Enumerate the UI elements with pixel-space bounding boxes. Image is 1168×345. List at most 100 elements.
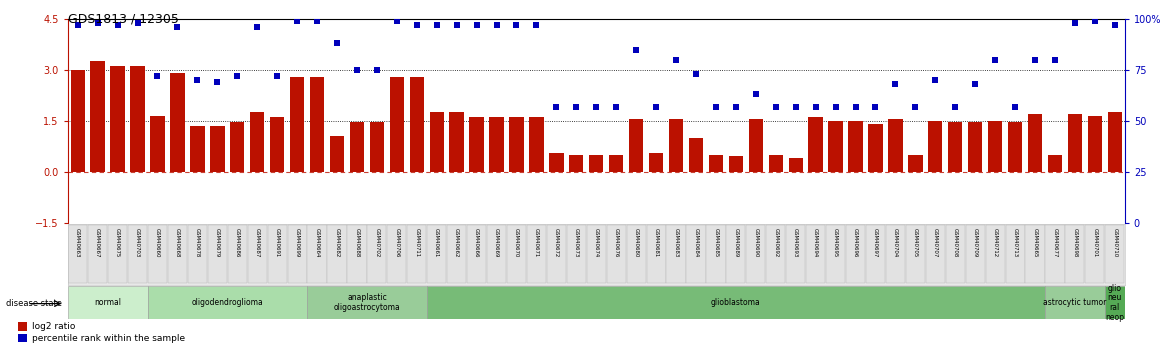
Bar	[909, 155, 923, 172]
Point	[368, 67, 387, 73]
Bar	[1026, 225, 1044, 284]
Bar	[687, 225, 705, 284]
Text: GSM40699: GSM40699	[294, 228, 300, 257]
Text: GSM40694: GSM40694	[813, 228, 818, 257]
Text: GSM40693: GSM40693	[793, 228, 798, 257]
Bar	[926, 225, 945, 284]
Point	[248, 24, 266, 30]
Text: GSM40704: GSM40704	[892, 228, 898, 257]
Point	[447, 22, 466, 28]
Bar	[171, 73, 185, 172]
Point	[687, 71, 705, 77]
Text: GSM40664: GSM40664	[314, 228, 320, 257]
Bar	[808, 117, 822, 172]
Text: GSM40677: GSM40677	[1052, 228, 1057, 257]
Text: GSM40696: GSM40696	[853, 228, 858, 257]
Text: astrocytic tumor: astrocytic tumor	[1043, 298, 1106, 307]
Bar	[966, 225, 985, 284]
Bar	[647, 225, 666, 284]
Text: GSM40672: GSM40672	[554, 228, 558, 257]
Point	[627, 47, 646, 52]
Bar	[507, 225, 526, 284]
Bar	[806, 225, 826, 284]
Bar	[210, 126, 224, 172]
Bar	[566, 225, 586, 284]
Bar	[90, 61, 105, 172]
Bar	[128, 225, 147, 284]
Point	[328, 41, 347, 46]
Text: GSM40691: GSM40691	[274, 228, 279, 257]
Text: GSM40678: GSM40678	[195, 228, 200, 257]
Point	[1045, 57, 1064, 62]
Point	[109, 22, 127, 28]
Bar	[968, 122, 982, 172]
Bar	[586, 225, 606, 284]
Point	[487, 22, 506, 28]
Bar	[388, 225, 406, 284]
Point	[408, 22, 426, 28]
Bar	[1045, 286, 1105, 319]
Bar	[489, 117, 503, 172]
Bar	[689, 138, 703, 172]
Point	[946, 104, 965, 109]
Bar	[467, 225, 486, 284]
Text: GSM40668: GSM40668	[175, 228, 180, 257]
Bar	[547, 225, 566, 284]
Text: GSM40689: GSM40689	[734, 228, 738, 257]
Bar	[1105, 286, 1125, 319]
Bar	[1085, 225, 1105, 284]
Bar	[430, 112, 444, 172]
Text: glio
neu
ral
neop: glio neu ral neop	[1105, 284, 1125, 322]
Point	[647, 104, 666, 109]
Bar	[988, 121, 1002, 172]
Bar	[1105, 225, 1125, 284]
Text: normal: normal	[95, 298, 121, 307]
Bar	[549, 153, 563, 172]
Bar	[649, 153, 663, 172]
Bar	[290, 77, 305, 172]
Bar	[248, 225, 266, 284]
Bar	[946, 225, 965, 284]
Bar	[310, 77, 325, 172]
Bar	[68, 225, 88, 284]
Bar	[948, 122, 962, 172]
Bar	[111, 67, 125, 172]
Point	[307, 18, 326, 24]
Point	[786, 104, 805, 109]
Text: GSM40670: GSM40670	[514, 228, 519, 257]
Bar	[408, 225, 426, 284]
Bar	[1008, 122, 1022, 172]
Bar	[367, 225, 387, 284]
Bar	[470, 117, 484, 172]
Bar	[1006, 225, 1024, 284]
Point	[1026, 57, 1044, 62]
Bar	[487, 225, 506, 284]
Text: GSM40663: GSM40663	[75, 228, 81, 257]
Bar	[986, 225, 1004, 284]
Bar	[729, 156, 743, 172]
Point	[746, 91, 765, 97]
Bar	[669, 119, 683, 172]
Bar	[188, 225, 207, 284]
Text: GSM40673: GSM40673	[573, 228, 579, 257]
Bar	[18, 323, 27, 331]
Text: GSM40679: GSM40679	[215, 228, 220, 257]
Text: log2 ratio: log2 ratio	[32, 323, 75, 332]
Point	[148, 73, 167, 79]
Bar	[88, 225, 107, 284]
Bar	[766, 225, 785, 284]
Bar	[1087, 116, 1103, 172]
Point	[726, 104, 745, 109]
Bar	[147, 286, 307, 319]
Bar	[168, 225, 187, 284]
Text: GSM40697: GSM40697	[872, 228, 878, 257]
Bar	[589, 155, 604, 172]
Bar	[327, 225, 347, 284]
Bar	[370, 122, 384, 172]
Bar	[148, 225, 167, 284]
Bar	[270, 117, 284, 172]
Bar	[888, 119, 903, 172]
Point	[867, 104, 885, 109]
Point	[348, 67, 367, 73]
Bar	[709, 155, 723, 172]
